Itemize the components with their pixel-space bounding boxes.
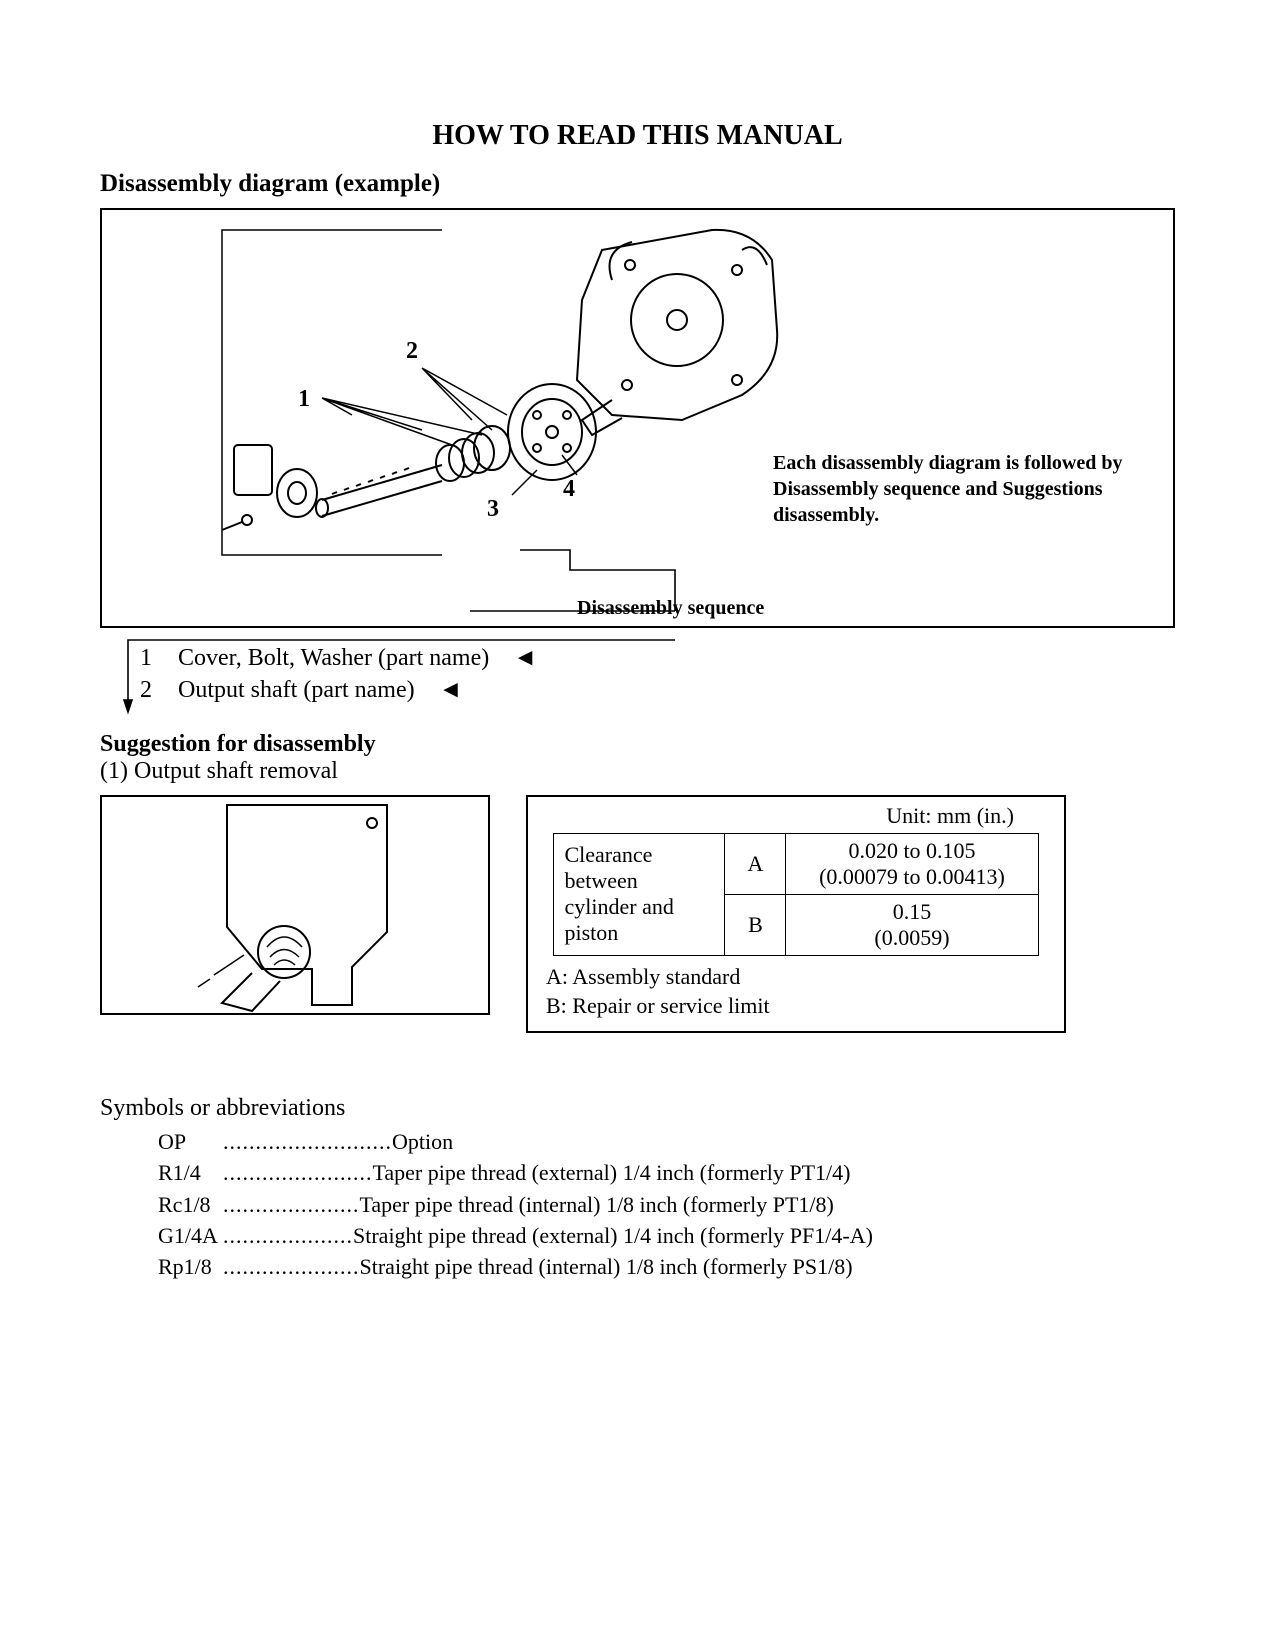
callout-3: 3 [487,496,499,523]
abbrev-row: Rc1/8 ..................... Taper pipe t… [158,1189,1175,1220]
abbrev-dots: .......................... [223,1126,392,1157]
abbrev-dots: ..................... [223,1251,360,1282]
spec-row-label: Clearance between cylinder and piston [554,833,725,955]
abbrev-desc: Taper pipe thread (external) 1/4 inch (f… [373,1157,851,1188]
symbols-heading: Symbols or abbreviations [100,1095,1175,1122]
arrow-left-icon: ◄ [439,674,463,706]
abbrev-desc: Straight pipe thread (internal) 1/8 inch… [360,1251,853,1282]
abbrev-code: G1/4A [158,1220,223,1251]
exploded-view-illustration [182,220,802,600]
diagram-box: 1 2 3 4 Each disassembly diagram is foll… [100,208,1175,628]
sequence-item: 1 Cover, Bolt, Washer (part name) ◄ [140,642,1175,674]
abbrev-row: G1/4A .................... Straight pipe… [158,1220,1175,1251]
unit-label: Unit: mm (in.) [538,803,1054,829]
abbrev-desc: Taper pipe thread (internal) 1/8 inch (f… [360,1189,834,1220]
sequence-num: 1 [140,642,160,674]
abbrev-dots: ..................... [223,1189,360,1220]
sequence-text: Cover, Bolt, Washer (part name) [178,642,489,674]
abbrev-row: R1/4 ....................... Taper pipe … [158,1157,1175,1188]
abbrev-desc: Straight pipe thread (external) 1/4 inch… [353,1220,873,1251]
callout-4: 4 [563,476,575,503]
disassembly-sequence-label: Disassembly sequence [577,597,764,620]
abbrev-dots: ....................... [223,1157,373,1188]
abbrev-dots: .................... [223,1220,353,1251]
callout-2: 2 [406,338,418,365]
arrow-left-icon: ◄ [513,642,537,674]
diagram-followed-note: Each disassembly diagram is followed by … [773,450,1143,528]
abbrev-desc: Option [392,1126,453,1157]
clearance-table: Clearance between cylinder and piston A … [553,833,1038,956]
spec-box: Unit: mm (in.) Clearance between cylinde… [526,795,1066,1033]
legend-b: B: Repair or service limit [546,991,1054,1021]
sequence-item: 2 Output shaft (part name) ◄ [140,674,1175,706]
disassembly-subheading: Disassembly diagram (example) [100,170,1175,198]
spec-col-b: B [725,894,786,955]
abbreviation-list: OP .......................... Option R1/… [158,1126,1175,1282]
spec-val-b: 0.15 (0.0059) [786,894,1038,955]
spec-val-a: 0.020 to 0.105 (0.00079 to 0.00413) [786,833,1038,894]
abbrev-code: Rp1/8 [158,1251,223,1282]
output-shaft-removal-illustration [100,795,490,1015]
spec-col-a: A [725,833,786,894]
suggestion-sub: (1) Output shaft removal [100,758,1175,785]
abbrev-row: Rp1/8 ..................... Straight pip… [158,1251,1175,1282]
sequence-list: 1 Cover, Bolt, Washer (part name) ◄ 2 Ou… [140,642,1175,707]
suggestion-heading: Suggestion for disassembly [100,731,1175,758]
page-title: HOW TO READ THIS MANUAL [100,120,1175,152]
callout-1: 1 [298,386,310,413]
abbrev-row: OP .......................... Option [158,1126,1175,1157]
sequence-text: Output shaft (part name) [178,674,415,706]
abbrev-code: R1/4 [158,1157,223,1188]
sequence-num: 2 [140,674,160,706]
legend-a: A: Assembly standard [546,962,1054,992]
abbrev-code: OP [158,1126,223,1157]
abbrev-code: Rc1/8 [158,1189,223,1220]
